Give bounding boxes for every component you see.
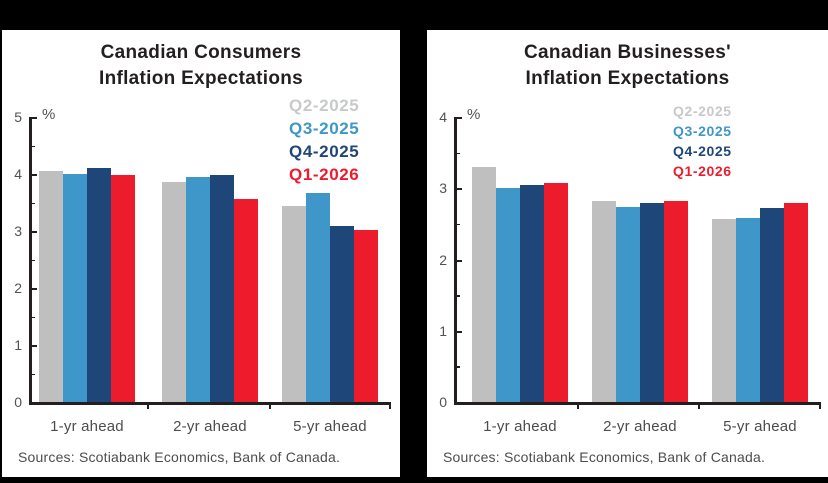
y-tick-label-5: 5 (14, 109, 22, 125)
chart-title-line2: Inflation Expectations (525, 68, 730, 89)
y-minor-tick-4.5 (29, 145, 35, 147)
y-major-tick-4 (29, 174, 37, 176)
legend-entry-q3-2025: Q3-2025 (673, 123, 732, 139)
y-major-tick-1 (454, 330, 462, 333)
consumers-inflation-chart-panel: Canadian Consumers Inflation Expectation… (2, 30, 400, 477)
y-minor-tick-1.5 (454, 295, 460, 297)
x-axis (454, 402, 821, 405)
legend-entry-q3-2025: Q3-2025 (289, 119, 360, 138)
x-category-label-3: 5-yr ahead (723, 418, 797, 435)
bar-q3-2025-3 (736, 218, 760, 402)
legend-entry-q2-2025: Q2-2025 (673, 103, 732, 119)
bar-q4-2025-3 (330, 226, 354, 402)
x-tick-1 (147, 404, 149, 409)
bar-q2-2025-1 (39, 170, 63, 402)
bar-q1-2026-2 (664, 201, 688, 402)
bar-q3-2025-2 (186, 176, 210, 402)
bar-q1-2026-1 (111, 175, 135, 402)
y-major-tick-1 (29, 345, 37, 347)
y-major-tick-2 (454, 259, 462, 262)
y-major-tick-5 (29, 117, 37, 119)
y-tick-label-1: 1 (14, 337, 22, 353)
legend-entry-q4-2025: Q4-2025 (289, 142, 360, 161)
y-tick-label-0: 0 (439, 394, 447, 410)
chart-title-consumers: Canadian Consumers Inflation Expectation… (2, 40, 400, 92)
legend-entry-q2-2025: Q2-2025 (289, 96, 360, 115)
bar-q4-2025-2 (640, 203, 664, 402)
x-tick-2 (269, 404, 271, 409)
y-minor-tick-0.5 (29, 373, 35, 375)
chart-title-line1: Canadian Consumers (100, 42, 302, 63)
businesses-inflation-chart-panel: Canadian Businesses' Inflation Expectati… (427, 30, 828, 477)
source-note: Sources: Scotiabank Economics, Bank of C… (18, 449, 341, 465)
x-category-label-1: 1-yr ahead (50, 418, 124, 435)
y-major-tick-3 (454, 188, 462, 191)
bar-q4-2025-3 (760, 208, 784, 402)
legend: Q2-2025 Q3-2025 Q4-2025 Q1-2026 (289, 94, 359, 186)
x-category-label-2: 2-yr ahead (603, 418, 677, 435)
bar-q4-2025-2 (210, 175, 234, 402)
legend: Q2-2025 Q3-2025 Q4-2025 Q1-2026 (673, 101, 732, 181)
x-category-label-2: 2-yr ahead (173, 418, 247, 435)
x-tick-3 (389, 404, 391, 409)
bar-q4-2025-1 (87, 168, 111, 402)
y-minor-tick-3.5 (454, 152, 460, 155)
bar-q1-2026-3 (784, 203, 808, 402)
y-tick-label-0: 0 (14, 394, 22, 410)
x-category-label-1: 1-yr ahead (483, 418, 557, 435)
bar-q3-2025-1 (496, 188, 520, 402)
y-major-tick-2 (29, 288, 37, 290)
bar-q2-2025-3 (712, 218, 736, 402)
x-tick-1 (577, 404, 579, 409)
bar-q2-2025-2 (592, 201, 616, 402)
y-minor-tick-3.5 (29, 202, 35, 204)
x-category-label-3: 5-yr ahead (293, 418, 367, 435)
bar-q3-2025-2 (616, 207, 640, 402)
y-minor-tick-2.5 (29, 259, 35, 261)
chart-title-line2: Inflation Expectations (98, 68, 303, 89)
y-tick-label-2: 2 (14, 280, 22, 296)
chart-title-businesses: Canadian Businesses' Inflation Expectati… (427, 40, 828, 92)
y-tick-label-2: 2 (439, 251, 447, 268)
chart-title-line1: Canadian Businesses' (524, 42, 731, 63)
x-tick-3 (819, 404, 821, 409)
y-tick-label-3: 3 (439, 180, 447, 197)
bar-q1-2026-2 (234, 198, 258, 402)
bar-q4-2025-1 (520, 185, 544, 402)
y-tick-label-1: 1 (439, 322, 447, 339)
y-major-tick-3 (29, 231, 37, 233)
bar-q1-2026-1 (544, 183, 568, 402)
legend-entry-q4-2025: Q4-2025 (673, 143, 732, 159)
bar-q3-2025-3 (306, 192, 330, 402)
x-axis (29, 402, 391, 405)
bar-q1-2026-3 (354, 230, 378, 402)
legend-entry-q1-2026: Q1-2026 (673, 163, 732, 179)
legend-entry-q1-2026: Q1-2026 (289, 165, 360, 184)
bar-q2-2025-1 (472, 166, 496, 402)
y-minor-tick-0.5 (454, 366, 460, 368)
source-note: Sources: Scotiabank Economics, Bank of C… (443, 449, 766, 465)
y-axis-unit-label: % (467, 106, 481, 123)
y-tick-label-4: 4 (439, 109, 447, 125)
y-tick-label-3: 3 (14, 223, 22, 239)
bar-q2-2025-2 (162, 181, 186, 402)
y-tick-label-4: 4 (14, 166, 22, 182)
y-minor-tick-2.5 (454, 223, 460, 226)
y-axis-unit-label: % (42, 106, 56, 123)
bar-q3-2025-1 (63, 174, 87, 402)
y-major-tick-4 (454, 117, 462, 119)
x-tick-2 (698, 404, 700, 409)
bar-q2-2025-3 (282, 205, 306, 402)
y-minor-tick-1.5 (29, 316, 35, 318)
